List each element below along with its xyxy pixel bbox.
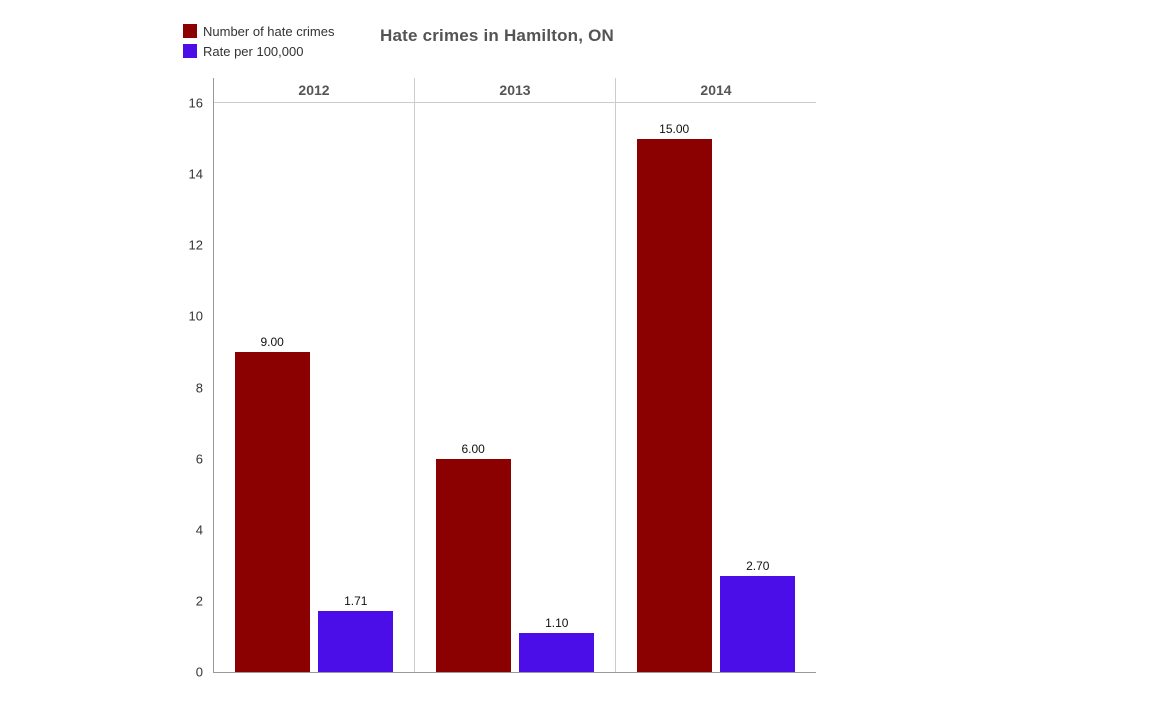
panel-header-label: 2013 [499,82,531,98]
panel-2013: 2013 6.00 1.10 [414,78,615,672]
y-tick-label: 4 [195,522,203,538]
y-tick-label: 6 [195,451,203,467]
panel-header: 2014 [616,78,816,103]
y-tick-label: 2 [195,593,203,609]
bar-group: 1.10 [519,103,595,672]
bar-value-label: 15.00 [659,121,690,136]
panel-2014: 2014 15.00 2.70 [615,78,816,672]
legend-label-rate: Rate per 100,000 [203,43,304,59]
y-axis: 16 14 12 10 8 6 4 2 0 [160,96,213,680]
y-tick-label: 16 [188,95,203,111]
bar-group: 2.70 [720,103,796,672]
bar-value-label: 6.00 [461,441,485,456]
y-tick-label: 10 [188,308,203,324]
legend-item-rate: Rate per 100,000 [183,41,335,61]
y-tick-label: 12 [188,237,203,253]
bar [318,611,394,672]
legend-label-crimes: Number of hate crimes [203,23,335,39]
chart-panels: 2012 9.00 1.71 2013 6.00 1.10 2014 15.00 2.… [213,78,816,673]
bar [435,458,511,672]
legend-swatch-rate-icon [183,44,197,58]
panel-header-label: 2014 [700,82,732,98]
bar [234,351,310,672]
panel-header-label: 2012 [298,82,330,98]
y-tick-label: 14 [188,166,203,182]
bar-group: 1.71 [318,103,394,672]
bar-value-label: 2.70 [746,558,770,573]
legend-swatch-crimes-icon [183,24,197,38]
panel-bars: 15.00 2.70 [616,103,816,672]
bar [519,632,595,672]
bar-group: 15.00 [636,103,712,672]
legend-item-crimes: Number of hate crimes [183,21,335,41]
bar-value-label: 1.71 [344,594,368,609]
bar-chart: 16 14 12 10 8 6 4 2 0 2012 9.00 1.71 2013 6.00 1.1… [160,78,816,680]
y-tick-label: 0 [195,664,203,680]
panel-bars: 9.00 1.71 [214,103,414,672]
legend: Number of hate crimes Rate per 100,000 [183,21,335,61]
panel-header: 2012 [214,78,414,103]
bar-group: 6.00 [435,103,511,672]
bar-group: 9.00 [234,103,310,672]
panel-bars: 6.00 1.10 [415,103,615,672]
bar-value-label: 1.10 [545,615,569,630]
bar-value-label: 9.00 [260,334,284,349]
panel-2012: 2012 9.00 1.71 [214,78,414,672]
y-tick-label: 8 [195,380,203,395]
chart-title: Hate crimes in Hamilton, ON [380,26,615,45]
bar [720,575,796,672]
bar [636,138,712,672]
panel-header: 2013 [415,78,615,103]
